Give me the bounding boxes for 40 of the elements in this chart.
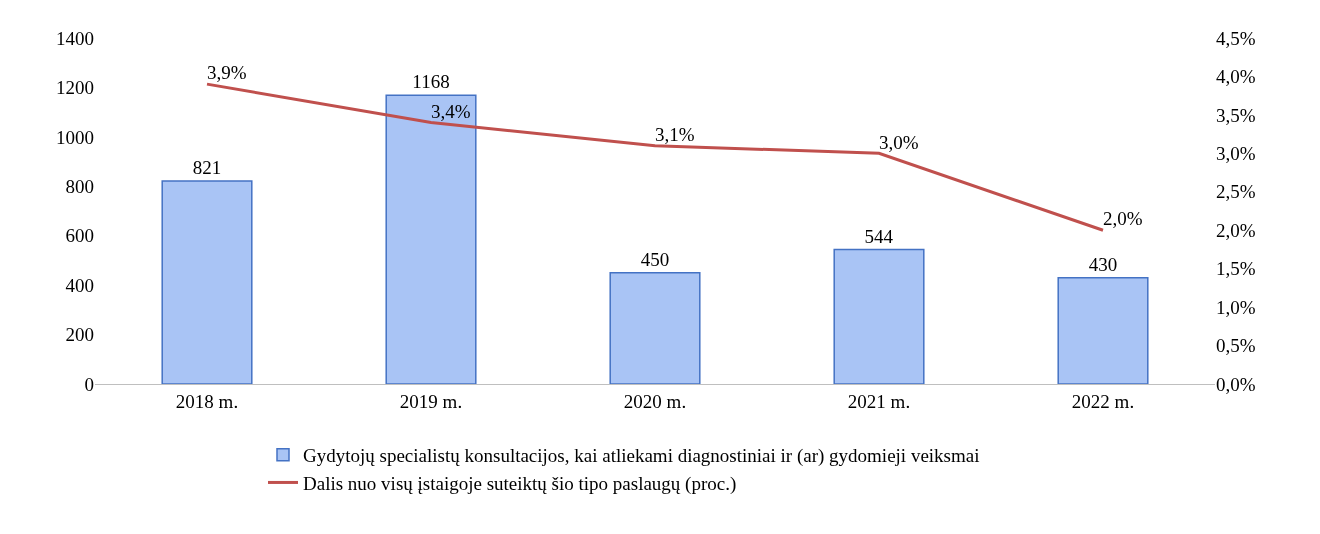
bar [385,94,477,384]
data-label: 544 [864,225,894,247]
y-tick-label: 600 [65,225,94,247]
bar [161,180,253,384]
data-label: 2,0% [1103,208,1143,230]
data-label: 821 [192,157,222,179]
data-label: 3,1% [655,123,695,145]
y2-tick-label: 0,5% [1216,335,1256,357]
data-label: 3,0% [879,131,919,153]
bar [1057,276,1149,384]
y-tick-label: 200 [65,324,94,346]
y2-tick-label: 3,5% [1216,104,1256,126]
y-tick-label: 400 [65,274,94,296]
data-label: 430 [1088,253,1118,275]
y-tick-label: 0 [84,373,94,395]
y-tick-label: 1200 [56,77,94,99]
y2-tick-label: 2,0% [1216,219,1256,241]
x-tick-label: 2021 m. [847,390,911,412]
y2-tick-label: 1,0% [1216,296,1256,318]
x-tick-label: 2019 m. [399,390,463,412]
y-tick-label: 1000 [56,126,94,148]
y2-tick-label: 3,0% [1216,142,1256,164]
legend-label: Gydytojų specialistų konsultacijos, kai atliekami diagnostiniai ir (ar) gydomieji veiksmai [303,445,980,468]
data-label: 3,4% [431,100,471,122]
data-label: 3,9% [207,62,247,84]
data-label: 1168 [412,71,450,93]
x-tick-label: 2022 m. [1071,390,1135,412]
bar [833,248,925,384]
x-tick-label: 2018 m. [175,390,239,412]
y2-tick-label: 1,5% [1216,258,1256,280]
y-tick-label: 800 [65,175,94,197]
y2-tick-label: 0,0% [1216,373,1256,395]
y2-tick-label: 2,5% [1216,181,1256,203]
y-tick-label: 1400 [56,27,94,49]
y2-tick-label: 4,0% [1216,66,1256,88]
legend-label: Dalis nuo visų įstaigoje suteiktų šio tipo paslaugų (proc.) [303,472,737,495]
y2-tick-label: 4,5% [1216,27,1256,49]
bar [609,272,701,384]
data-label: 450 [640,248,670,270]
x-tick-label: 2020 m. [623,390,687,412]
